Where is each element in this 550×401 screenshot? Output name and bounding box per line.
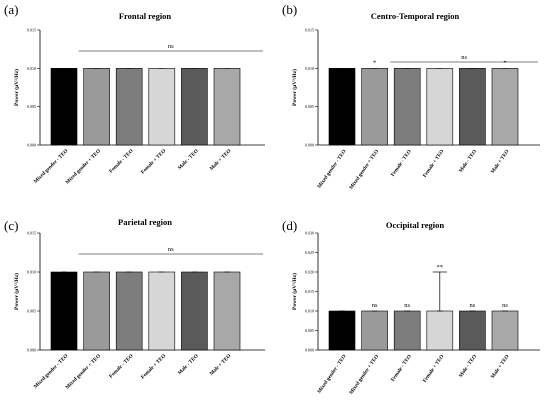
panel-letter: (d) xyxy=(282,218,297,233)
bar xyxy=(148,68,176,146)
y-tick-label: 0.015 xyxy=(305,289,314,294)
panel-1: (a) Frontal region 0.000 0.005 0.010 0.015 Pow… xyxy=(4,2,265,186)
bar xyxy=(361,310,388,351)
x-tick-label: Mixed gender - TEO xyxy=(316,354,347,395)
y-tick-label: 0.005 xyxy=(27,104,36,109)
x-tick-label: Mixed gender - TEO xyxy=(33,148,70,185)
bar xyxy=(328,310,356,351)
bar xyxy=(393,310,421,351)
y-tick-label: 0.005 xyxy=(305,104,314,109)
y-tick-label: 0.010 xyxy=(27,270,36,275)
y-tick-label: 0.005 xyxy=(305,328,314,333)
bar xyxy=(426,68,454,146)
bar xyxy=(459,310,486,351)
bar xyxy=(426,310,454,351)
panel-2: (b) Centro-Temporal region 0.000 0.005 0.010… xyxy=(282,2,540,191)
panel-3: (c) Parietal region 0.000 0.005 0.010 0.015 Po… xyxy=(4,217,265,391)
bar xyxy=(181,271,208,351)
bar xyxy=(459,68,486,146)
panel-letter: (c) xyxy=(4,218,18,233)
x-tick-label: Male - TEO xyxy=(458,354,478,379)
x-tick-label: Mixed gender + TEO xyxy=(65,353,102,390)
x-tick-label: Male - TEO xyxy=(177,353,200,376)
x-tick-label: Female + TEO xyxy=(140,148,167,175)
bar xyxy=(393,68,421,146)
significance-label: ns xyxy=(461,54,467,61)
panel-letter: (a) xyxy=(4,2,18,17)
y-axis-label: Power (µV²/Hz) xyxy=(291,273,298,310)
x-tick-label: Mixed gender + TEO xyxy=(65,148,102,185)
bar xyxy=(83,271,110,351)
panel-4: (d) Occipital region 0.000 0.005 0.010 0.015 0… xyxy=(282,218,540,396)
x-tick-label: Female - TEO xyxy=(108,353,134,379)
bar-significance-mark: ** xyxy=(437,264,444,271)
panel-letter: (b) xyxy=(282,2,297,17)
y-axis-label: Power (µV²/Hz) xyxy=(13,69,20,106)
bar-significance-mark: ns xyxy=(404,302,410,309)
bar xyxy=(181,68,208,146)
y-tick-label: 0.010 xyxy=(305,309,314,314)
y-tick-label: 0.025 xyxy=(305,250,314,255)
x-tick-label: Female + TEO xyxy=(140,353,167,380)
x-tick-label: Male + TEO xyxy=(209,353,233,377)
bar-significance-mark: ns xyxy=(372,302,378,309)
y-tick-label: 0.000 xyxy=(27,348,36,353)
y-axis-label: Power (µV²/Hz) xyxy=(291,69,298,106)
bar xyxy=(148,271,176,351)
significance-label: ns xyxy=(168,43,174,50)
bar xyxy=(115,68,143,146)
bar xyxy=(213,271,241,351)
bar xyxy=(491,68,519,146)
x-tick-label: Male - TEO xyxy=(177,148,200,171)
x-tick-label: Mixed gender + TEO xyxy=(348,149,380,191)
y-tick-label: 0.015 xyxy=(27,28,36,33)
bar-significance-mark: ns xyxy=(470,302,476,309)
y-tick-label: 0.010 xyxy=(27,66,36,71)
chart-title: Frontal region xyxy=(119,11,172,21)
x-tick-label: Male + TEO xyxy=(490,149,511,175)
bar xyxy=(328,68,356,146)
bar-significance-mark: * xyxy=(503,59,506,66)
bar xyxy=(115,271,143,351)
y-tick-label: 0.015 xyxy=(27,231,36,236)
y-tick-label: 0.030 xyxy=(305,231,314,236)
bar xyxy=(213,68,241,146)
x-tick-label: Male + TEO xyxy=(209,148,233,172)
x-tick-label: Female + TEO xyxy=(422,149,446,179)
x-tick-label: Mixed gender + TEO xyxy=(348,354,380,396)
significance-label: ns xyxy=(168,246,174,253)
bar xyxy=(361,68,388,146)
bar xyxy=(50,68,78,146)
y-tick-label: 0.010 xyxy=(305,66,314,71)
chart-title: Parietal region xyxy=(118,217,172,227)
y-tick-label: 0.000 xyxy=(305,143,314,148)
y-tick-label: 0.000 xyxy=(27,143,36,148)
bar-significance-mark: ns xyxy=(502,302,508,309)
y-tick-label: 0.020 xyxy=(305,270,314,275)
x-tick-label: Male - TEO xyxy=(458,149,478,174)
x-tick-label: Mixed gender - TEO xyxy=(33,353,70,390)
x-tick-label: Female - TEO xyxy=(108,148,134,174)
y-tick-label: 0.015 xyxy=(305,28,314,33)
x-tick-label: Female + TEO xyxy=(422,354,446,384)
y-tick-label: 0.005 xyxy=(27,309,36,314)
bar xyxy=(491,310,519,351)
bar xyxy=(50,271,78,351)
x-tick-label: Female - TEO xyxy=(390,149,413,178)
x-tick-label: Female - TEO xyxy=(390,354,413,383)
chart-title: Centro-Temporal region xyxy=(371,11,460,21)
y-tick-label: 0.000 xyxy=(305,348,314,353)
chart-title: Occipital region xyxy=(386,220,444,230)
bar-significance-mark: * xyxy=(373,59,376,66)
y-axis-label: Power (µV²/Hz) xyxy=(13,273,20,310)
x-tick-label: Mixed gender - TEO xyxy=(316,149,347,190)
bar xyxy=(83,68,110,146)
x-tick-label: Male + TEO xyxy=(490,354,511,380)
